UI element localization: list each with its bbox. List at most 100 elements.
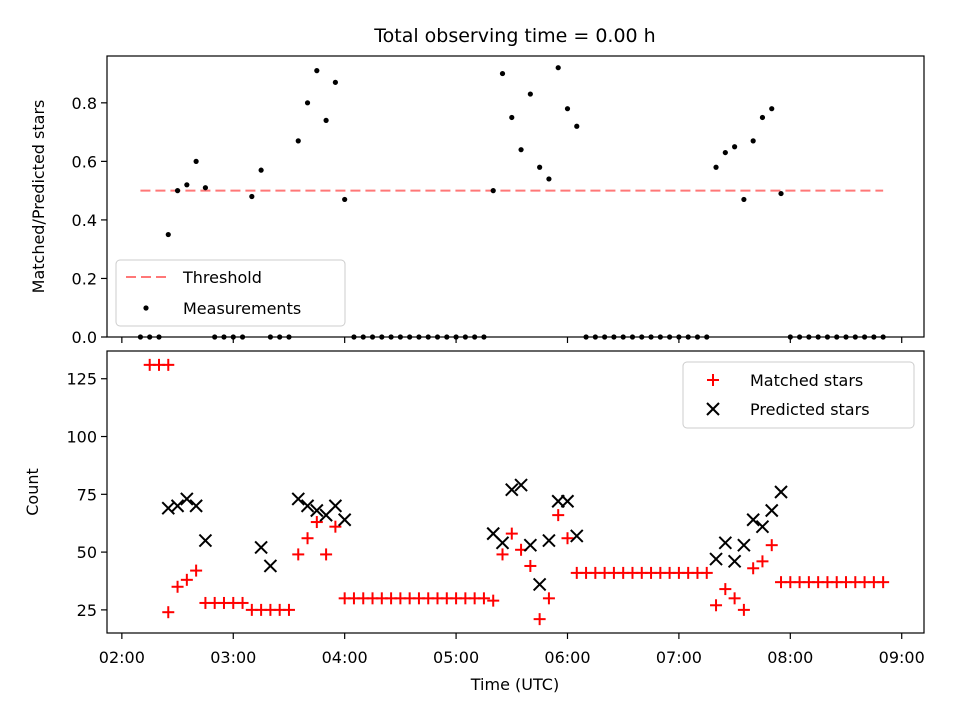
predicted-star-point xyxy=(170,499,185,513)
predicted-star-point xyxy=(532,577,547,592)
predicted-star-point xyxy=(514,478,528,492)
predicted-star-point xyxy=(263,559,278,573)
measurement-point xyxy=(564,106,571,112)
measurement-point xyxy=(750,138,756,144)
matched-star-point xyxy=(162,606,175,619)
y-tick-label: 75 xyxy=(77,485,97,504)
y-tick-label: 0.0 xyxy=(72,328,97,347)
predicted-legend-label: Predicted stars xyxy=(750,400,870,419)
matched-star-point xyxy=(171,580,184,593)
count-axes-frame xyxy=(106,350,925,634)
y-tick-label: 100 xyxy=(66,428,97,447)
measurement-point xyxy=(193,158,199,164)
matched-star-point xyxy=(700,566,713,579)
predicted-star-point xyxy=(337,513,352,527)
matched-legend-label: Matched stars xyxy=(750,371,863,390)
predicted-star-point xyxy=(765,503,779,518)
predicted-star-point xyxy=(495,536,510,550)
predicted-star-point xyxy=(709,552,723,566)
matched-star-point xyxy=(542,592,555,605)
x-tick-label: 09:00 xyxy=(879,648,925,667)
measurement-point xyxy=(249,193,255,200)
matched-star-point xyxy=(756,555,769,568)
matched-star-point xyxy=(710,599,723,612)
predicted-star-point xyxy=(198,533,213,548)
measurement-point xyxy=(304,100,311,106)
predicted-star-point xyxy=(189,499,203,513)
predicted-star-point xyxy=(310,503,324,518)
measurements-legend-label: Measurements xyxy=(183,299,301,318)
matched-star-point xyxy=(477,592,490,605)
measurement-point xyxy=(258,167,264,173)
measurement-point xyxy=(165,231,171,238)
matched-legend-swatch xyxy=(707,374,719,386)
matched-star-point xyxy=(719,583,732,596)
matched-star-point xyxy=(320,548,333,561)
matched-star-point xyxy=(552,509,565,522)
matched-star-point xyxy=(282,603,295,616)
predicted-star-point xyxy=(300,499,315,513)
x-tick-label: 02:00 xyxy=(99,648,145,667)
matched-star-point xyxy=(728,592,741,605)
x-axis-label: Time (UTC) xyxy=(470,675,559,694)
matched-star-point xyxy=(236,596,249,609)
predicted-star-point xyxy=(727,554,742,569)
predicted-star-point xyxy=(180,492,194,506)
count-points xyxy=(143,358,890,626)
predicted-star-point xyxy=(737,538,751,552)
predicted-star-point xyxy=(570,529,584,543)
matched-star-point xyxy=(310,516,323,529)
matched-star-point xyxy=(737,603,750,616)
ratio-axes-frame xyxy=(106,55,925,338)
measurement-point xyxy=(713,164,719,170)
predicted-star-point xyxy=(755,519,770,534)
measurement-point xyxy=(722,149,728,156)
matched-star-point xyxy=(533,613,546,626)
measurement-point xyxy=(769,106,775,112)
predicted-star-point xyxy=(560,494,575,508)
x-tick-label: 03:00 xyxy=(210,648,256,667)
measurement-point xyxy=(759,114,766,121)
measurements-legend-swatch xyxy=(143,305,149,311)
predicted-star-point xyxy=(505,482,519,497)
count-x-ticks: 02:00 03:00 04:00 05:00 06:00 07:00 08:00 09:00 xyxy=(99,633,925,667)
ratio-legend: Threshold Measurements xyxy=(115,259,346,327)
y-tick-label: 0.4 xyxy=(72,211,97,230)
measurement-point xyxy=(314,68,320,74)
matched-star-point xyxy=(561,532,574,545)
x-tick-label: 07:00 xyxy=(656,648,702,667)
matched-star-point xyxy=(190,564,203,577)
matched-star-point xyxy=(496,548,509,561)
predicted-star-point xyxy=(161,501,175,515)
count-y-ticks: 25 50 75 100 125 xyxy=(66,370,107,620)
predicted-star-point xyxy=(718,536,733,550)
measurement-point xyxy=(295,138,301,144)
predicted-star-point xyxy=(291,492,305,506)
predicted-star-point xyxy=(523,538,538,552)
measurement-point xyxy=(174,188,181,194)
predicted-star-point xyxy=(328,499,343,513)
measurement-point xyxy=(202,185,209,191)
x-tick-label: 08:00 xyxy=(767,648,813,667)
y-tick-label: 50 xyxy=(77,543,97,562)
measurement-point xyxy=(527,91,533,97)
matched-star-point xyxy=(180,573,193,586)
x-tick-label: 04:00 xyxy=(322,648,368,667)
chart-title: Total observing time = 0.00 h xyxy=(373,25,655,47)
measurement-point xyxy=(490,188,496,194)
ratio-x-ticks xyxy=(121,337,903,343)
measurement-point xyxy=(184,182,190,188)
measurement-point xyxy=(537,164,543,170)
matched-star-point xyxy=(292,548,305,561)
measurement-point xyxy=(323,117,329,123)
y-tick-label: 0.2 xyxy=(72,269,97,288)
predicted-star-point xyxy=(746,513,760,527)
measurement-point xyxy=(546,176,552,182)
matched-star-point xyxy=(329,520,342,533)
matched-star-point xyxy=(765,539,778,552)
matched-star-point xyxy=(162,358,175,371)
count-legend-box xyxy=(682,361,915,429)
matched-star-point xyxy=(877,576,890,589)
x-tick-label: 05:00 xyxy=(433,648,479,667)
